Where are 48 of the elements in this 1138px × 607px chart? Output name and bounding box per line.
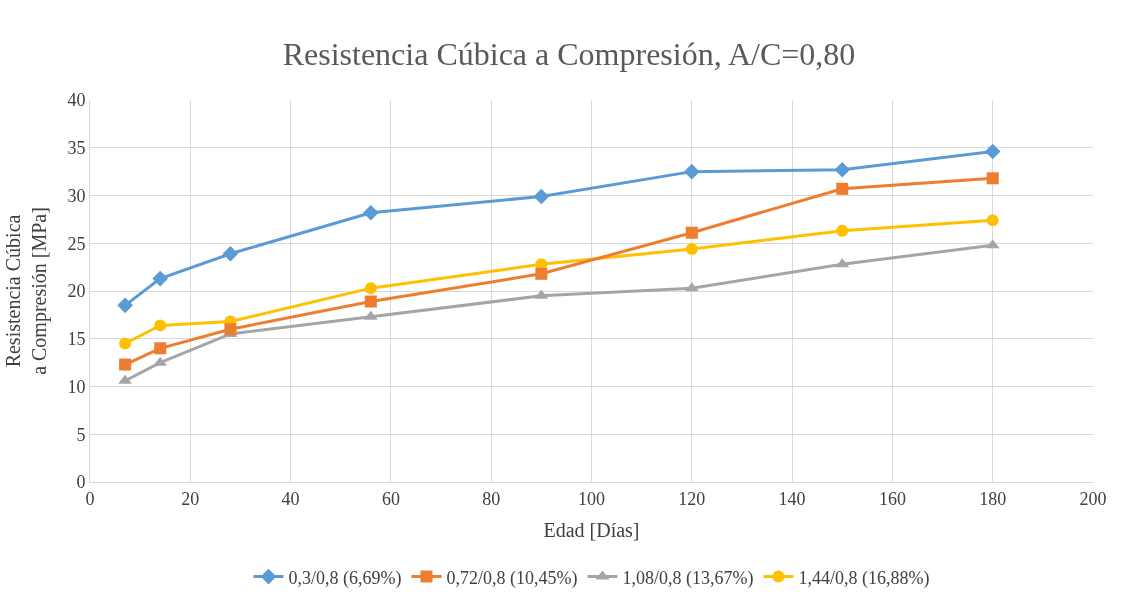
- y-tick-label: 10: [67, 376, 86, 397]
- point: [535, 267, 548, 280]
- point: [986, 172, 999, 185]
- point: [119, 337, 132, 350]
- legend-label: 0,3/0,8 (6,69%): [288, 567, 402, 589]
- point: [364, 282, 377, 295]
- x-tick-label: 20: [181, 488, 200, 509]
- x-axis-title: Edad [Días]: [543, 519, 640, 542]
- legend-label: 1,08/0,8 (13,67%): [622, 567, 754, 589]
- point: [117, 297, 133, 314]
- y-axis-title: Resistencia Cúbica a Compresión [MPa]: [1, 207, 51, 375]
- legend-label: 0,72/0,8 (10,45%): [446, 567, 578, 589]
- y-tick-label: 35: [67, 138, 86, 159]
- x-tick-label: 40: [281, 488, 300, 509]
- legend-label: 1,44/0,8 (16,88%): [798, 567, 930, 589]
- point: [152, 270, 169, 287]
- point: [533, 188, 550, 205]
- point: [834, 161, 851, 178]
- chart-title: Resistencia Cúbica a Compresión, A/C=0,80: [282, 35, 856, 72]
- point: [685, 242, 698, 255]
- y-tick-label: 30: [67, 185, 86, 206]
- point: [836, 182, 849, 195]
- point: [984, 143, 1001, 160]
- point: [685, 226, 698, 239]
- y-tick-label: 0: [76, 472, 86, 493]
- x-tick-label: 140: [778, 488, 806, 509]
- x-tick-label: 200: [1079, 488, 1107, 509]
- point: [222, 245, 239, 262]
- point: [363, 204, 379, 221]
- x-tick-label: 120: [678, 488, 706, 509]
- x-tick-label: 100: [578, 488, 605, 509]
- point: [986, 214, 999, 227]
- point: [154, 319, 167, 332]
- point: [224, 323, 237, 336]
- x-tick-label: 180: [979, 488, 1007, 509]
- y-tick-label: 20: [67, 281, 86, 302]
- point: [836, 224, 849, 237]
- y-tick-label: 25: [67, 233, 86, 254]
- y-tick-label: 40: [67, 90, 86, 111]
- x-tick-label: 60: [381, 488, 400, 509]
- point: [154, 342, 167, 355]
- point: [119, 358, 132, 371]
- point: [684, 163, 700, 180]
- x-tick-label: 80: [482, 488, 501, 509]
- x-tick-label: 160: [878, 488, 906, 509]
- y-tick-label: 15: [67, 329, 86, 350]
- y-tick-label: 5: [76, 424, 86, 445]
- point: [364, 295, 377, 308]
